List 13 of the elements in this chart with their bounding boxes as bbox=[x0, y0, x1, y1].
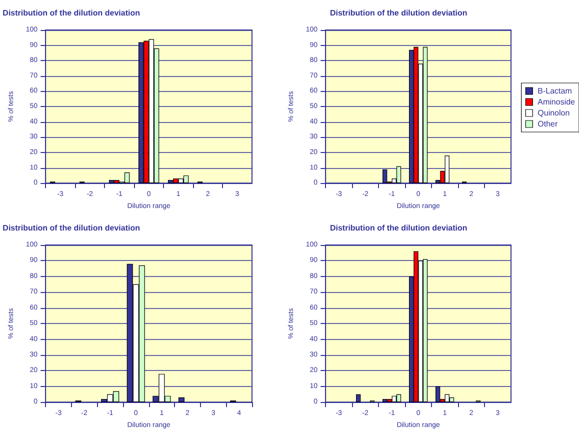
bar bbox=[449, 397, 454, 402]
chart-title: Distribution of the dilution deviation bbox=[330, 224, 468, 232]
legend-label: B-Lactam bbox=[538, 86, 572, 96]
bar bbox=[396, 394, 402, 402]
legend-label: Other bbox=[538, 120, 558, 128]
bar bbox=[422, 259, 428, 402]
legend-label: Quinolon bbox=[538, 108, 570, 118]
bar bbox=[422, 46, 428, 184]
legend-label: Aminoside bbox=[538, 98, 576, 106]
chart-title: Distribution of the dilution deviation bbox=[2, 224, 140, 232]
chart-title: Distribution of the dilution deviation bbox=[2, 8, 140, 18]
chart-title: Distribution of the dilution deviation bbox=[330, 8, 468, 18]
bar bbox=[396, 166, 402, 184]
